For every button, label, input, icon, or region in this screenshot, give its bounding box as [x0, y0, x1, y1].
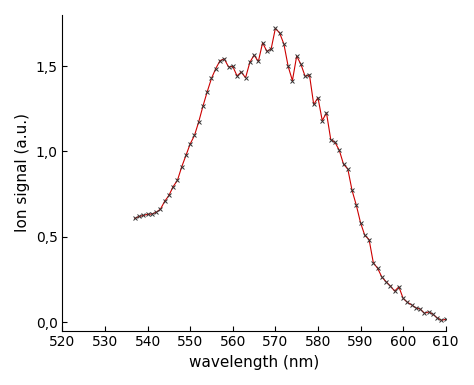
X-axis label: wavelength (nm): wavelength (nm) [189, 355, 319, 370]
Y-axis label: Ion signal (a.u.): Ion signal (a.u.) [15, 113, 30, 232]
